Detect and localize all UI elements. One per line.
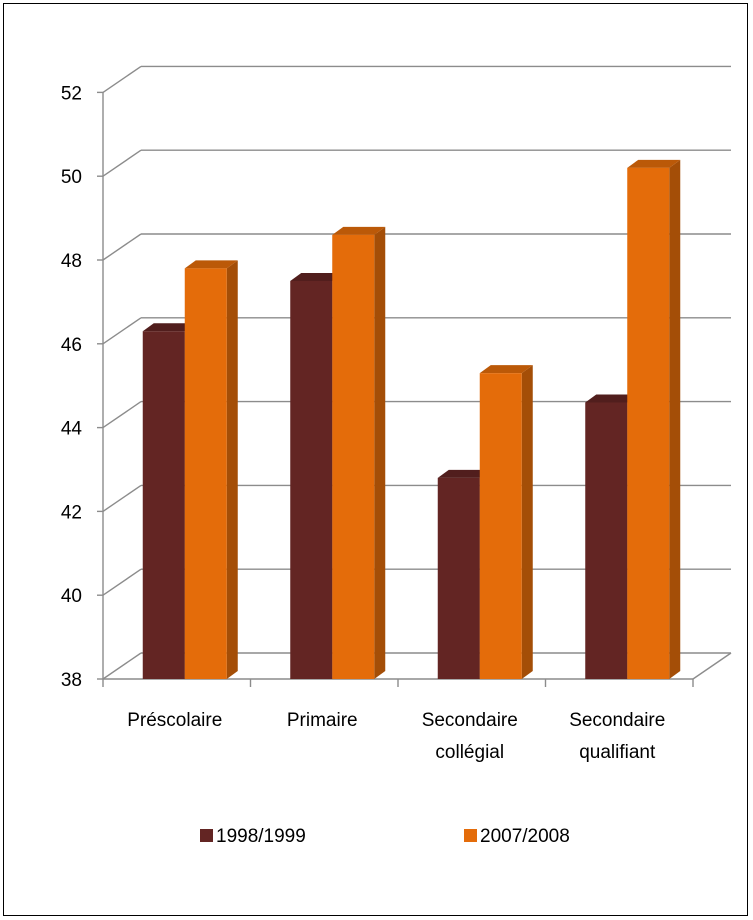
- x-category-label: Secondaire: [422, 710, 518, 731]
- x-category-label: qualifiant: [579, 742, 656, 763]
- legend-label: 1998/1999: [216, 826, 306, 847]
- x-category-label: collégial: [435, 742, 504, 763]
- side-gridline-46: [102, 317, 142, 345]
- floor-right-edge: [692, 652, 732, 680]
- bar-side-2007/2008: [374, 226, 386, 680]
- y-tick-label: 46: [61, 335, 82, 356]
- bar-1998/1999: [437, 477, 480, 679]
- side-gridline-38: [102, 652, 142, 680]
- x-category-label: Préscolaire: [127, 710, 222, 731]
- side-gridline-44: [102, 401, 142, 429]
- bar-top-1998/1999: [290, 272, 344, 281]
- bar-top-1998/1999: [437, 469, 491, 478]
- bar-top-1998/1999: [142, 323, 196, 332]
- bar-top-2007/2008: [332, 226, 386, 235]
- side-gridline-48: [102, 233, 142, 261]
- bar-2007/2008: [184, 268, 227, 679]
- legend-swatch-1998/1999: [200, 829, 213, 842]
- x-category-label: Primaire: [287, 710, 358, 731]
- y-tick-label: 48: [61, 251, 82, 272]
- bar-side-2007/2008: [521, 365, 533, 679]
- bar-side-2007/2008: [226, 260, 238, 679]
- legend-swatch-2007/2008: [464, 829, 477, 842]
- bar-top-2007/2008: [184, 260, 238, 269]
- legend-label: 2007/2008: [480, 826, 570, 847]
- bar-side-2007/2008: [669, 159, 681, 679]
- y-tick-label: 44: [61, 419, 83, 440]
- bar-1998/1999: [290, 280, 333, 679]
- x-category-label: Secondaire: [569, 710, 665, 731]
- bar-1998/1999: [142, 331, 185, 679]
- y-tick-label: 42: [61, 502, 82, 523]
- y-tick-label: 38: [61, 670, 82, 691]
- y-tick-label: 50: [61, 167, 82, 188]
- bar-2007/2008: [627, 167, 670, 679]
- bar-top-1998/1999: [585, 394, 639, 403]
- side-gridline-52: [102, 65, 142, 93]
- bar-top-2007/2008: [479, 365, 533, 374]
- bar-top-2007/2008: [627, 159, 681, 168]
- bar-2007/2008: [479, 373, 522, 679]
- side-gridline-42: [102, 484, 142, 512]
- side-gridline-50: [102, 149, 142, 177]
- bar-2007/2008: [332, 234, 375, 680]
- chart-frame: [3, 3, 748, 916]
- bar-1998/1999: [585, 402, 628, 679]
- side-gridline-40: [102, 568, 142, 596]
- y-tick-label: 52: [61, 83, 82, 104]
- y-tick-label: 40: [61, 586, 82, 607]
